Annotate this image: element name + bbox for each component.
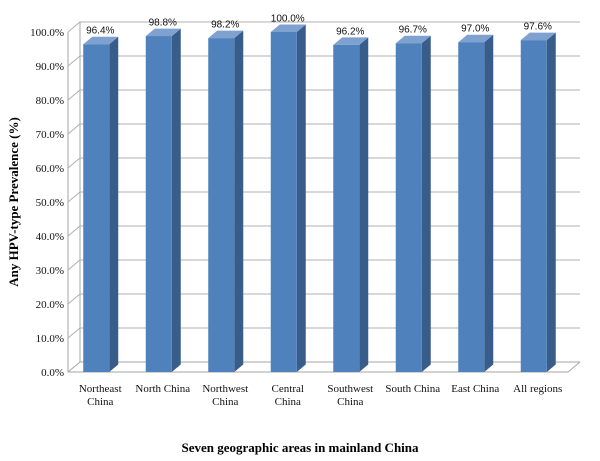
bar-front: [208, 38, 235, 373]
gridline: [67, 89, 580, 101]
data-label: 97.0%: [461, 24, 489, 35]
bar-side: [109, 36, 119, 373]
gridline: [67, 21, 580, 33]
bar-side: [484, 34, 494, 372]
data-label: 96.2%: [336, 26, 364, 37]
bar-side: [171, 28, 181, 373]
bar: [145, 28, 181, 373]
category-label: East China: [451, 383, 499, 395]
bar-top: [458, 34, 494, 43]
bar-front: [333, 44, 360, 373]
bar-front: [145, 36, 172, 373]
gridline: [67, 259, 580, 271]
bar-front: [520, 40, 547, 372]
y-tick-label: 30.0%: [36, 265, 64, 277]
data-labels: 96.4% 98.8% 98.2% 100.0% 96.2% 96.7% 97.0% 97.6…: [86, 14, 552, 38]
data-label: 98.8%: [149, 18, 177, 29]
category-label: Northwest China: [202, 383, 248, 408]
bar: [83, 36, 119, 373]
gridline: [67, 293, 580, 305]
gridline: [67, 191, 580, 203]
bar-side: [296, 24, 306, 372]
bar-side: [421, 35, 431, 372]
y-tick-label: 90.0%: [36, 61, 64, 73]
bar-top: [270, 24, 306, 32]
category-label: Central China: [272, 383, 304, 408]
category-label: North China: [135, 383, 190, 395]
bar-top: [395, 35, 431, 44]
bar-side: [546, 32, 556, 372]
category-label: All regions: [513, 383, 562, 395]
bar: [208, 30, 244, 373]
bar-top: [520, 32, 556, 41]
bar-front: [458, 42, 485, 372]
data-label: 96.7%: [399, 25, 427, 36]
y-tick-label: 70.0%: [36, 129, 64, 141]
gridline: [67, 327, 580, 339]
bars: [83, 24, 556, 373]
bar: [270, 24, 306, 372]
bar-side: [359, 37, 369, 373]
bar-top: [333, 37, 369, 45]
data-label: 100.0%: [271, 14, 305, 25]
y-tick-label: 10.0%: [36, 333, 64, 345]
gridline: [67, 123, 580, 135]
bar-top: [208, 30, 244, 39]
bar-front: [83, 44, 110, 373]
y-tick-label: 50.0%: [36, 197, 64, 209]
bar-front: [270, 32, 297, 372]
floor-back-edge: [67, 361, 580, 373]
data-label: 98.2%: [211, 20, 239, 31]
bar: [333, 37, 369, 373]
bar-side: [234, 30, 244, 373]
grid-lines: [67, 21, 580, 339]
data-label: 97.6%: [524, 22, 552, 33]
axes: [67, 22, 581, 373]
category-label: South China: [385, 383, 440, 395]
category-label: Northeast China: [79, 383, 122, 408]
gridline: [67, 157, 580, 169]
bar-top: [83, 36, 119, 45]
y-axis-title: Any HPV-type Prevalence (%): [6, 117, 21, 287]
floor-front-edge: [68, 361, 581, 373]
y-tick-label: 0.0%: [41, 367, 64, 379]
gridline: [67, 225, 580, 237]
data-label: 96.4%: [86, 26, 114, 37]
y-tick-label: 100.0%: [30, 27, 64, 39]
gridline: [67, 55, 580, 67]
bar-front: [395, 43, 422, 372]
bar: [458, 34, 494, 372]
bar: [520, 32, 556, 372]
y-tick-labels: 0.0% 10.0% 20.0% 30.0% 40.0% 50.0% 60.0% 70.0% 8…: [30, 27, 64, 379]
bar: [395, 35, 431, 372]
x-axis-title: Seven geographic areas in mainland China: [181, 440, 419, 455]
y-tick-label: 40.0%: [36, 231, 64, 243]
category-label: Southwest China: [327, 383, 373, 408]
bar-top: [145, 28, 181, 37]
y-tick-label: 80.0%: [36, 95, 64, 107]
y-tick-label: 60.0%: [36, 163, 64, 175]
y-tick-label: 20.0%: [36, 299, 64, 311]
category-labels: Northeast China North China Northwest China C…: [79, 383, 562, 408]
